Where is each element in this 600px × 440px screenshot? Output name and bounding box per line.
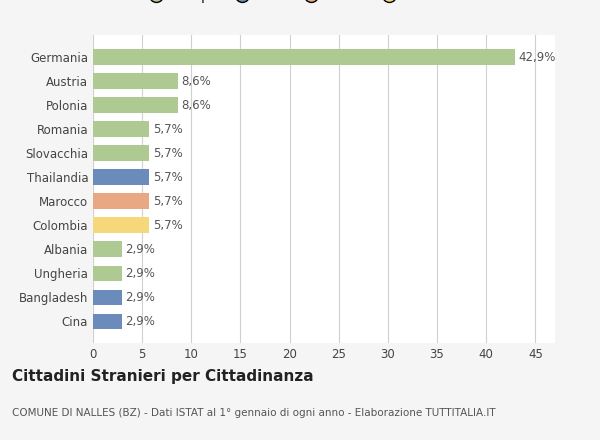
Text: 8,6%: 8,6% <box>181 99 211 112</box>
Text: 5,7%: 5,7% <box>153 171 183 183</box>
Bar <box>93 242 122 257</box>
Bar <box>93 145 149 161</box>
Text: 5,7%: 5,7% <box>153 123 183 136</box>
Text: Cittadini Stranieri per Cittadinanza: Cittadini Stranieri per Cittadinanza <box>12 369 314 384</box>
Text: COMUNE DI NALLES (BZ) - Dati ISTAT al 1° gennaio di ogni anno - Elaborazione TUT: COMUNE DI NALLES (BZ) - Dati ISTAT al 1°… <box>12 408 496 418</box>
Text: 8,6%: 8,6% <box>181 74 211 88</box>
Bar <box>93 194 149 209</box>
Bar <box>93 169 149 185</box>
Bar <box>93 290 122 305</box>
Legend: Europa, Asia, Africa, America: Europa, Asia, Africa, America <box>140 0 462 7</box>
Bar <box>93 314 122 329</box>
Text: 2,9%: 2,9% <box>125 243 155 256</box>
Text: 42,9%: 42,9% <box>518 51 556 63</box>
Text: 2,9%: 2,9% <box>125 315 155 328</box>
Text: 2,9%: 2,9% <box>125 267 155 280</box>
Bar <box>93 49 515 65</box>
Text: 5,7%: 5,7% <box>153 219 183 232</box>
Text: 2,9%: 2,9% <box>125 291 155 304</box>
Bar <box>93 265 122 281</box>
Bar <box>93 121 149 137</box>
Bar <box>93 217 149 233</box>
Text: 5,7%: 5,7% <box>153 195 183 208</box>
Bar <box>93 97 178 113</box>
Bar <box>93 73 178 89</box>
Text: 5,7%: 5,7% <box>153 147 183 160</box>
